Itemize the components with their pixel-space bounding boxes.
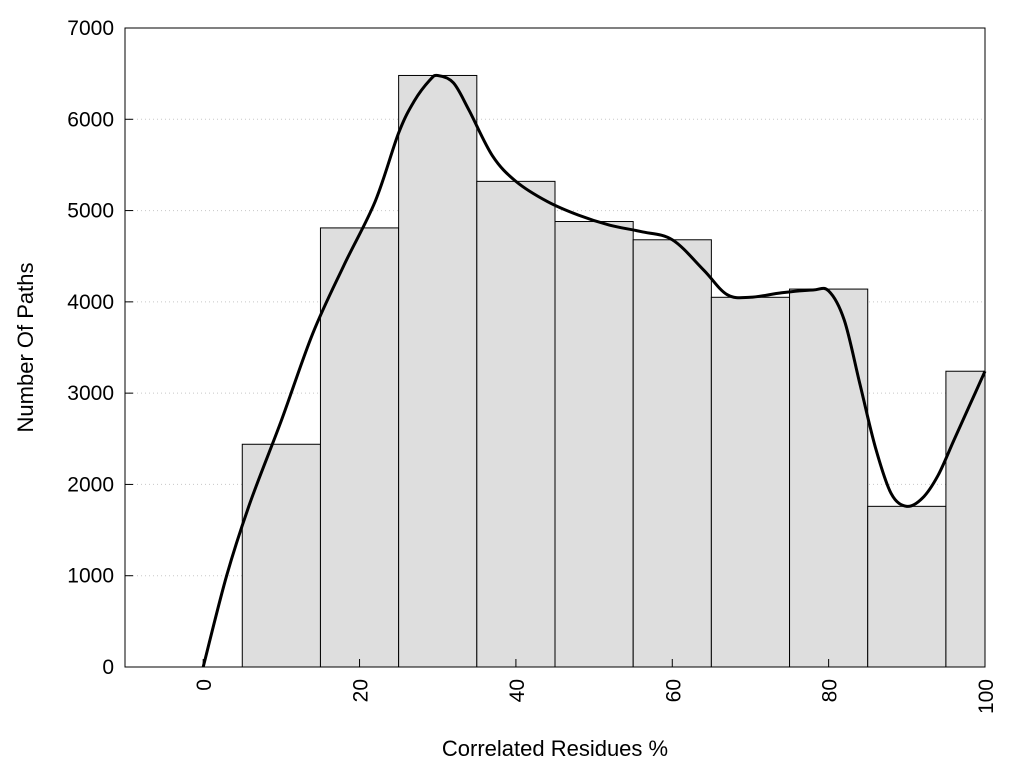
bar-4 xyxy=(554,221,634,668)
y-tick-label-4: 4000 xyxy=(67,291,114,314)
x-tick-label-2: 40 xyxy=(506,679,529,702)
bar-3 xyxy=(476,180,556,668)
y-axis-title: Number Of Paths xyxy=(13,263,38,433)
x-tick-label-3: 60 xyxy=(662,679,685,702)
y-tick-label-7: 7000 xyxy=(67,17,114,40)
bar-2 xyxy=(398,74,478,668)
bar-9 xyxy=(945,370,986,668)
trend-curve xyxy=(201,73,987,668)
bar-8 xyxy=(867,505,947,668)
x-axis-ticks: 0 20 40 60 80 100 xyxy=(193,659,998,714)
x-tick-label-0: 0 xyxy=(193,679,216,691)
y-tick-label-2: 2000 xyxy=(67,473,114,496)
trend-curve-line xyxy=(201,73,987,668)
bar-1 xyxy=(319,227,400,668)
y-tick-label-0: 0 xyxy=(102,656,114,679)
bars xyxy=(241,74,986,668)
y-tick-label-5: 5000 xyxy=(67,200,114,223)
plot-frame xyxy=(124,27,986,668)
y-tick-label-3: 3000 xyxy=(67,382,114,405)
bar-7 xyxy=(789,288,869,668)
x-tick-label-4: 80 xyxy=(819,679,842,702)
bar-0 xyxy=(241,443,321,668)
x-tick-label-1: 20 xyxy=(350,679,373,702)
x-axis-title: Correlated Residues % xyxy=(442,736,668,761)
x-tick-label-5: 100 xyxy=(975,679,998,714)
y-axis-ticks: 0 1000 2000 3000 4000 5000 6000 7000 xyxy=(67,17,133,679)
bar-6 xyxy=(710,296,791,668)
y-tick-label-1: 1000 xyxy=(67,565,114,588)
bar-5 xyxy=(632,239,712,668)
y-tick-label-6: 6000 xyxy=(67,108,114,131)
